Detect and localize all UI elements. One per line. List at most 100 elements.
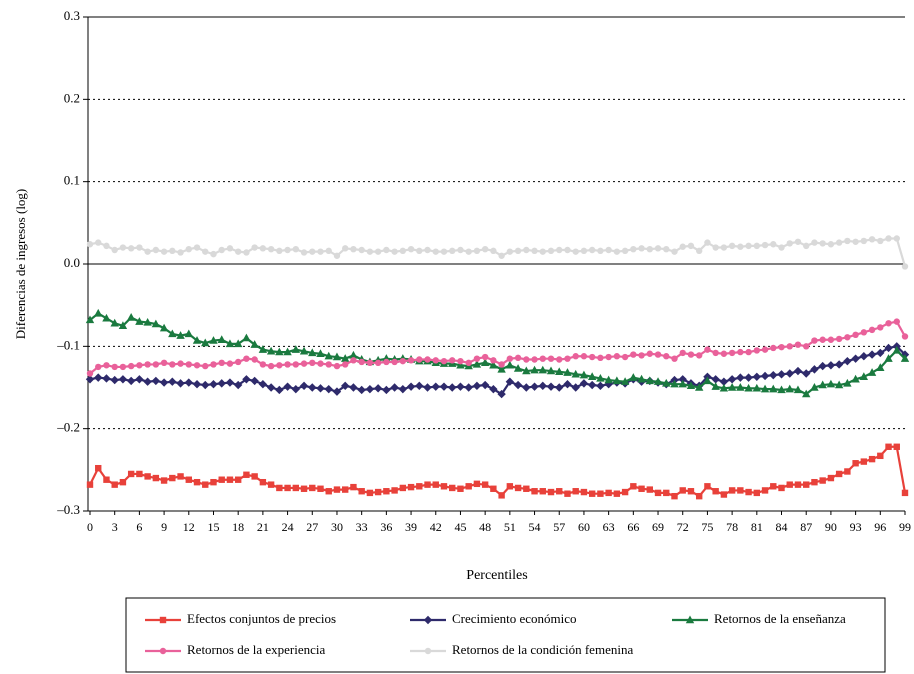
data-point xyxy=(349,383,358,392)
data-point xyxy=(169,247,176,255)
data-point xyxy=(885,443,892,450)
data-point xyxy=(95,464,102,472)
data-point xyxy=(498,252,505,259)
data-point xyxy=(867,368,877,376)
data-point xyxy=(159,378,169,387)
data-point xyxy=(464,383,473,392)
data-point xyxy=(671,492,678,500)
data-point xyxy=(531,247,538,255)
data-point xyxy=(472,359,482,368)
data-point xyxy=(579,379,589,388)
data-point xyxy=(143,317,152,326)
data-point xyxy=(350,245,357,253)
data-point xyxy=(851,374,860,383)
data-point xyxy=(457,246,464,254)
data-point xyxy=(727,383,737,391)
data-point xyxy=(193,478,201,486)
data-point xyxy=(276,484,283,492)
data-point xyxy=(563,380,572,389)
data-point xyxy=(621,488,629,496)
x-tick-label: 78 xyxy=(726,520,738,534)
data-point xyxy=(440,248,448,255)
data-point xyxy=(679,243,686,250)
data-point xyxy=(770,241,777,248)
data-point xyxy=(365,384,375,394)
data-point xyxy=(185,476,192,483)
data-point xyxy=(103,476,110,483)
data-point xyxy=(497,364,506,373)
data-point xyxy=(760,384,770,393)
data-point xyxy=(555,367,564,376)
data-point xyxy=(342,361,349,368)
data-point xyxy=(803,242,810,250)
data-point xyxy=(127,470,135,478)
data-point xyxy=(753,347,761,354)
data-point xyxy=(169,474,176,482)
data-point xyxy=(103,242,110,250)
x-tick-label: 99 xyxy=(899,520,911,534)
data-point xyxy=(357,385,366,395)
data-point xyxy=(416,247,423,255)
data-point xyxy=(670,379,679,388)
data-point xyxy=(686,381,696,390)
data-point xyxy=(159,323,169,332)
data-point xyxy=(325,488,332,495)
data-point xyxy=(251,356,258,363)
data-point xyxy=(687,242,695,250)
data-point xyxy=(679,349,686,357)
x-tick-label: 36 xyxy=(380,520,392,534)
data-point xyxy=(374,248,382,255)
data-point xyxy=(234,248,242,255)
series-line xyxy=(89,445,907,498)
data-point xyxy=(234,476,242,483)
data-point xyxy=(728,242,736,250)
data-point xyxy=(342,245,349,252)
data-point xyxy=(860,329,868,336)
data-point xyxy=(794,481,802,488)
data-point xyxy=(556,246,563,254)
data-point xyxy=(770,483,777,490)
data-point xyxy=(712,488,719,495)
data-point xyxy=(390,383,399,392)
data-point xyxy=(185,245,192,253)
data-point xyxy=(630,245,637,253)
data-point xyxy=(851,354,860,363)
data-point xyxy=(612,376,622,385)
data-point xyxy=(119,244,127,251)
data-point xyxy=(703,376,712,385)
data-point xyxy=(638,352,645,359)
legend-box xyxy=(125,597,886,673)
data-point xyxy=(745,348,752,356)
data-point xyxy=(234,358,242,366)
data-point xyxy=(826,379,836,388)
data-point xyxy=(876,348,885,358)
y-tick-label: 0.0 xyxy=(64,255,80,270)
legend-label: Retornos de la enseñanza xyxy=(714,611,846,626)
data-point xyxy=(152,246,160,254)
data-point xyxy=(267,362,275,370)
data-point xyxy=(630,483,637,490)
data-point xyxy=(490,247,497,255)
data-point xyxy=(613,490,621,497)
data-point xyxy=(530,365,539,374)
data-point xyxy=(646,486,653,493)
data-point xyxy=(192,336,202,344)
data-point xyxy=(834,380,844,389)
data-point xyxy=(317,485,324,492)
data-point xyxy=(210,250,217,258)
data-point xyxy=(210,478,217,486)
data-point xyxy=(490,357,497,364)
data-point xyxy=(86,241,94,248)
data-point xyxy=(85,375,95,384)
data-point xyxy=(423,383,432,392)
data-point xyxy=(752,372,762,381)
data-point xyxy=(300,360,308,367)
data-point xyxy=(308,383,317,392)
y-tick-label: 0.1 xyxy=(64,173,80,188)
data-point xyxy=(802,369,811,378)
data-point xyxy=(136,470,143,478)
data-point xyxy=(712,244,719,251)
data-point xyxy=(119,478,127,486)
data-point xyxy=(588,246,596,254)
x-tick-label: 96 xyxy=(874,520,886,534)
